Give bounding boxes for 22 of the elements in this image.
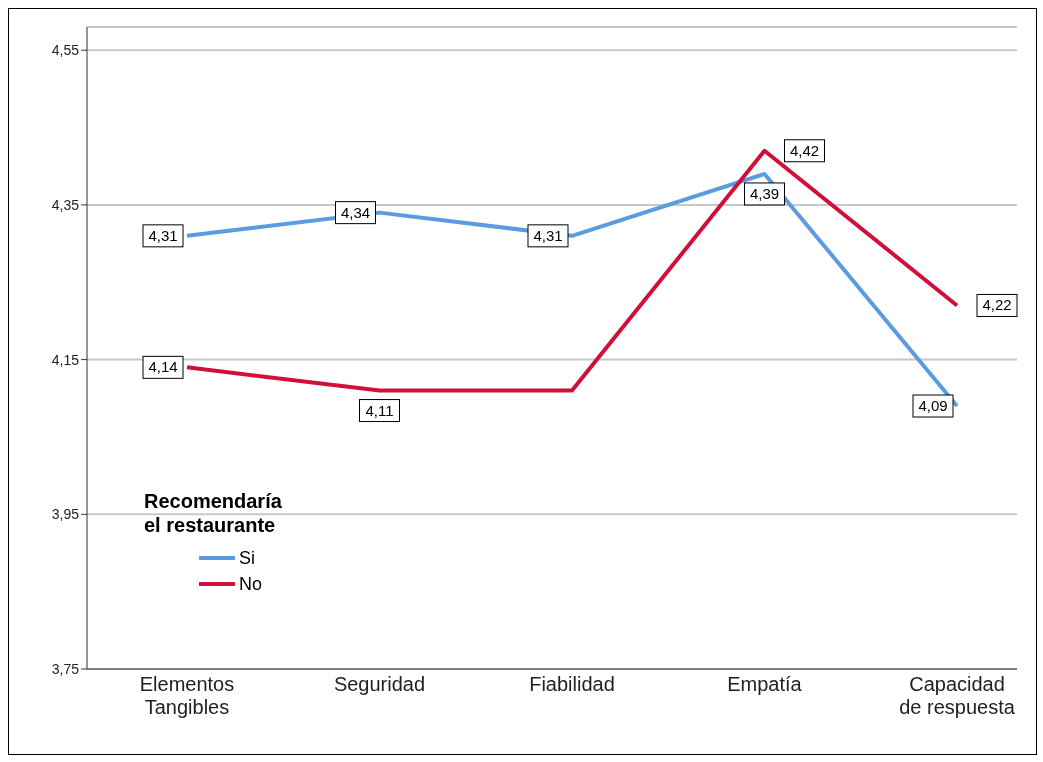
legend-title: Recomendaría el restaurante <box>144 489 283 537</box>
x-tick-label: Capacidad de respuesta <box>899 673 1016 718</box>
x-tick-label: Seguridad <box>333 673 426 695</box>
data-label: 4,14 <box>148 358 178 376</box>
data-label: 4,09 <box>918 397 948 415</box>
data-label: 4,31 <box>148 226 178 244</box>
data-label: 4,31 <box>533 226 563 244</box>
y-tick-label: 4,15 <box>51 351 80 368</box>
data-label: 4,39 <box>749 184 780 202</box>
x-tick-label: Empatía <box>727 673 803 695</box>
x-tick-label: Fiabilidad <box>529 673 615 695</box>
data-label: 4,11 <box>365 401 394 419</box>
y-tick-label: 4,35 <box>51 196 80 213</box>
data-label: 4,34 <box>340 203 371 221</box>
y-tick-label: 3,95 <box>51 506 80 523</box>
legend-label: Si <box>239 547 256 569</box>
data-label: 4,22 <box>982 296 1012 314</box>
y-tick-label: 4,55 <box>51 42 80 59</box>
data-label: 4,42 <box>789 141 820 159</box>
y-tick-label: 3,75 <box>51 660 80 677</box>
x-tick-label: Elementos Tangibles <box>139 673 235 718</box>
legend-label: No <box>239 573 263 595</box>
